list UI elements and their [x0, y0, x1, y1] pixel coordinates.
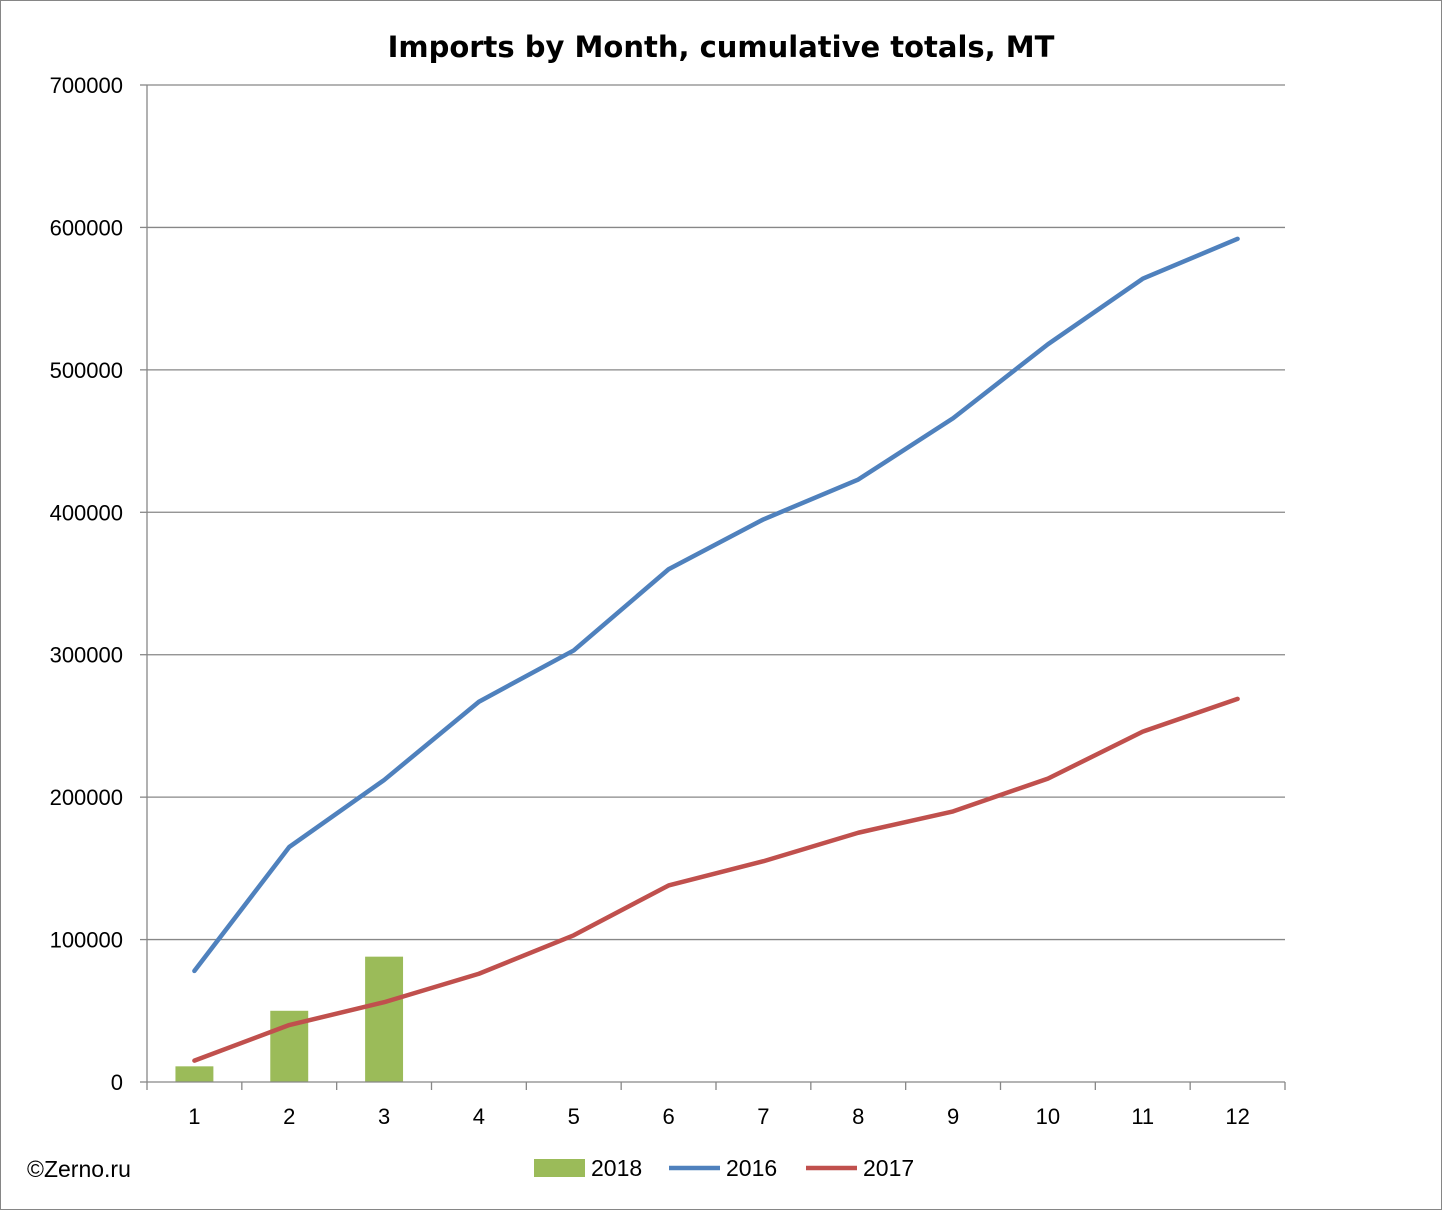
x-tick-label: 8 — [852, 1104, 864, 1129]
y-axis-tick-labels: 0 100000 200000 300000 400000 500000 600000 700… — [50, 73, 123, 1095]
series-lines — [192, 236, 1240, 1063]
legend-label-2018: 2018 — [591, 1155, 642, 1181]
legend-label-2016: 2016 — [726, 1155, 777, 1181]
bar-2018-1 — [175, 1066, 214, 1082]
y-tick-label: 400000 — [50, 500, 123, 525]
bars-2018 — [175, 956, 404, 1082]
x-tick-label: 3 — [378, 1104, 390, 1129]
x-tick-label: 10 — [1036, 1104, 1060, 1129]
gridlines — [140, 84, 1285, 1083]
x-tick-label: 6 — [662, 1104, 674, 1129]
bar-2018-3 — [365, 956, 404, 1082]
legend-swatch-2018 — [534, 1159, 585, 1177]
x-tick-label: 1 — [188, 1104, 200, 1129]
source-credit: ©Zerno.ru — [27, 1156, 131, 1182]
y-tick-label: 700000 — [50, 73, 123, 98]
x-tick-label: 5 — [568, 1104, 580, 1129]
x-tick-label: 7 — [757, 1104, 769, 1129]
axes — [146, 85, 1286, 1090]
y-tick-label: 100000 — [50, 928, 123, 953]
line-series-2016 — [192, 236, 1240, 974]
y-tick-label: 500000 — [50, 358, 123, 383]
legend: 2018 2016 2017 — [534, 1155, 914, 1181]
chart-title: Imports by Month, cumulative totals, MT — [388, 30, 1055, 64]
legend-label-2017: 2017 — [863, 1155, 914, 1181]
x-tick-label: 2 — [283, 1104, 295, 1129]
x-axis-tick-labels: 1 2 3 4 5 6 7 8 9 10 11 12 — [188, 1104, 1250, 1129]
y-tick-label: 300000 — [50, 643, 123, 668]
x-tick-label: 11 — [1131, 1104, 1154, 1129]
x-tick-label: 4 — [473, 1104, 485, 1129]
y-tick-label: 200000 — [50, 785, 123, 810]
line-series-2017 — [192, 696, 1240, 1063]
y-tick-label: 0 — [111, 1070, 123, 1095]
y-tick-label: 600000 — [50, 215, 123, 240]
x-tick-label: 9 — [947, 1104, 959, 1129]
x-tick-label: 12 — [1225, 1104, 1249, 1129]
